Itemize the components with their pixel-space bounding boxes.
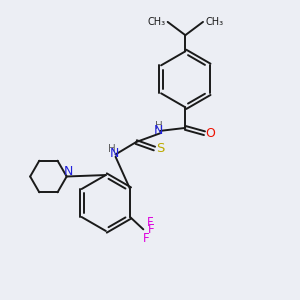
Text: F: F — [148, 224, 155, 236]
Text: H: H — [155, 121, 163, 130]
Text: N: N — [64, 165, 73, 178]
Text: N: N — [110, 147, 119, 160]
Text: H: H — [108, 144, 116, 154]
Text: F: F — [143, 232, 150, 245]
Text: CH₃: CH₃ — [206, 17, 224, 27]
Text: N: N — [154, 124, 164, 137]
Text: S: S — [156, 142, 164, 155]
Text: O: O — [206, 127, 215, 140]
Text: F: F — [146, 216, 153, 230]
Text: CH₃: CH₃ — [147, 17, 165, 27]
